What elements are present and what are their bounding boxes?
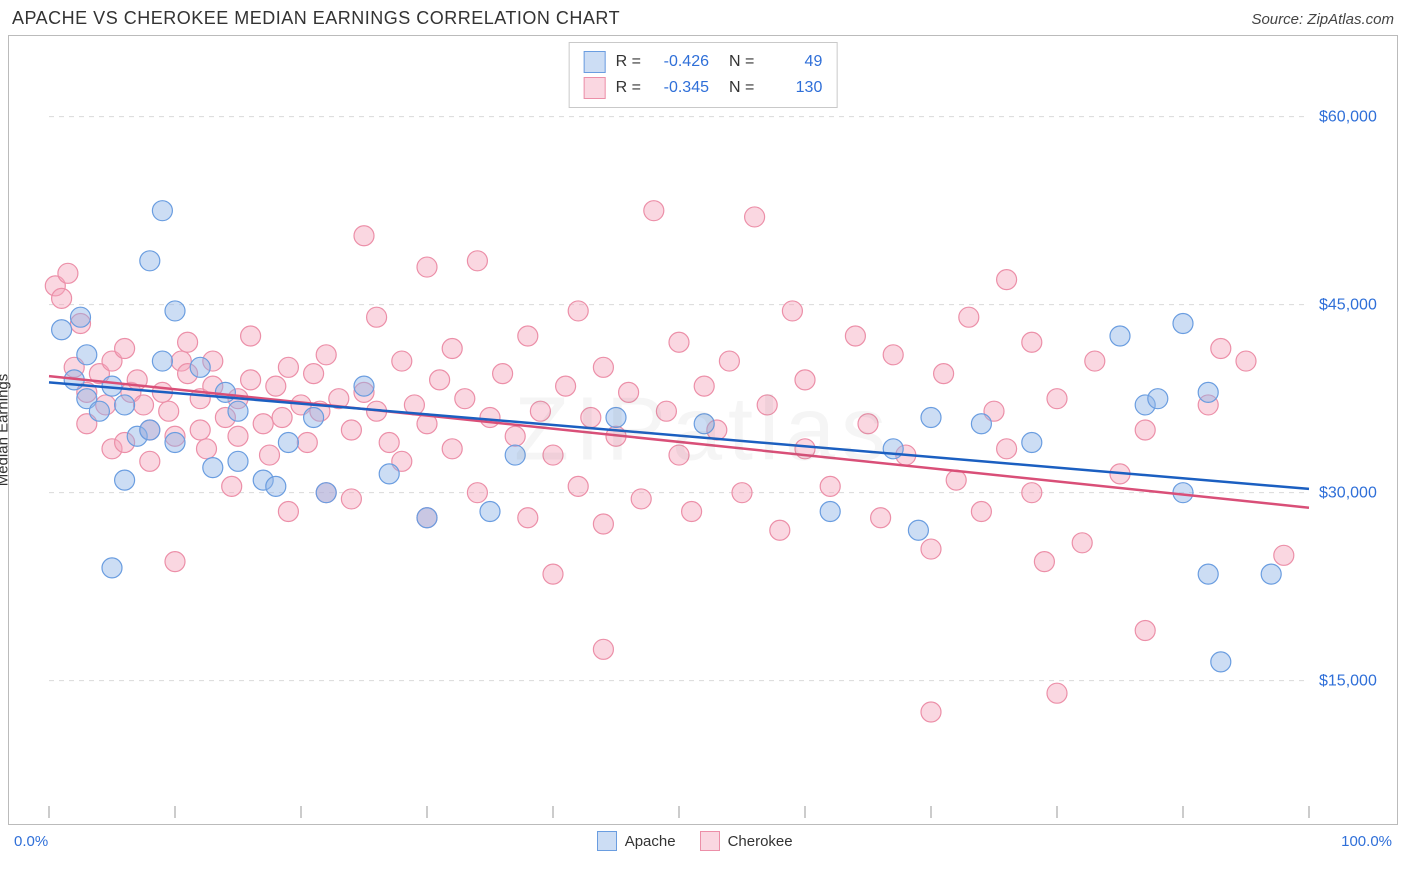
- chart-area: Median Earnings ZIPatlas $15,000$30,000$…: [8, 35, 1398, 825]
- legend-r-label: R =: [616, 79, 641, 97]
- legend-n-value-cherokee: 130: [764, 79, 822, 97]
- source-label: Source: ZipAtlas.com: [1251, 11, 1394, 28]
- y-axis-label: Median Earnings: [0, 374, 12, 487]
- legend-item-cherokee: Cherokee: [700, 831, 793, 851]
- legend-label: Cherokee: [728, 833, 793, 850]
- correlation-legend: R = -0.426 N = 49 R = -0.345 N = 130: [569, 42, 838, 108]
- legend-r-value-apache: -0.426: [651, 53, 709, 71]
- scatter-plot-svg: $15,000 $30,000 $45,000 $60,000: [9, 36, 1399, 826]
- legend-r-value-cherokee: -0.345: [651, 79, 709, 97]
- legend-swatch-apache: [584, 51, 606, 73]
- series-legend: Apache Cherokee: [597, 831, 793, 851]
- svg-text:$60,000: $60,000: [1319, 109, 1377, 126]
- legend-swatch-icon: [597, 831, 617, 851]
- legend-row-apache: R = -0.426 N = 49: [584, 49, 823, 75]
- legend-n-value-apache: 49: [764, 53, 822, 71]
- chart-title: APACHE VS CHEROKEE MEDIAN EARNINGS CORRE…: [12, 8, 620, 29]
- svg-text:$45,000: $45,000: [1319, 297, 1377, 314]
- legend-swatch-cherokee: [584, 77, 606, 99]
- legend-n-label: N =: [729, 53, 754, 71]
- legend-n-label: N =: [729, 79, 754, 97]
- svg-text:$30,000: $30,000: [1319, 485, 1377, 502]
- x-axis-min-label: 0.0%: [14, 833, 48, 850]
- legend-swatch-icon: [700, 831, 720, 851]
- legend-row-cherokee: R = -0.345 N = 130: [584, 75, 823, 101]
- x-axis-max-label: 100.0%: [1341, 833, 1392, 850]
- legend-r-label: R =: [616, 53, 641, 71]
- svg-text:$15,000: $15,000: [1319, 673, 1377, 690]
- legend-label: Apache: [625, 833, 676, 850]
- legend-item-apache: Apache: [597, 831, 676, 851]
